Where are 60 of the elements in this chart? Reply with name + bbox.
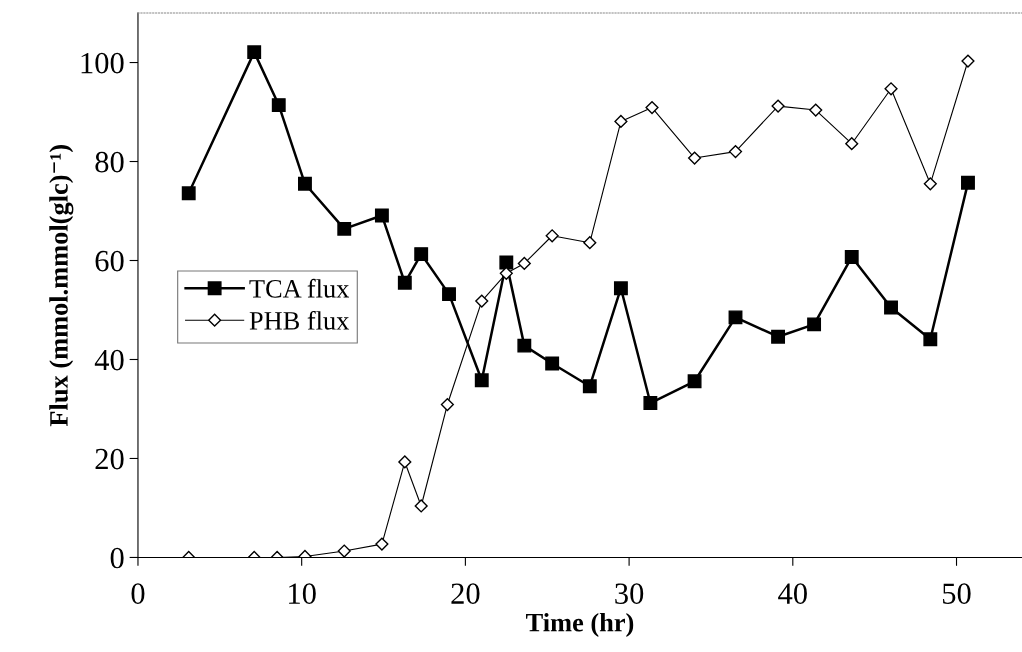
point — [181, 186, 196, 201]
x-tick-label: 50 — [943, 583, 971, 604]
point — [582, 379, 597, 394]
point — [517, 338, 532, 353]
point — [923, 177, 937, 191]
point — [271, 98, 286, 113]
y-tick-label: 100 — [81, 52, 124, 74]
point — [475, 294, 489, 308]
y-tick-label: 0 — [110, 547, 124, 569]
point — [643, 396, 658, 410]
point — [414, 247, 429, 262]
point — [884, 82, 898, 96]
point — [844, 250, 859, 264]
point — [474, 373, 489, 388]
point — [440, 397, 454, 412]
y-tick-label: 20 — [95, 448, 124, 470]
point — [728, 145, 743, 159]
point — [771, 329, 786, 344]
point — [375, 537, 389, 551]
point — [807, 317, 822, 332]
point — [687, 151, 702, 165]
point — [845, 137, 859, 151]
point — [771, 99, 785, 113]
point — [645, 100, 659, 115]
x-tick-label: 10 — [289, 583, 316, 604]
x-tick-label: 30 — [615, 583, 644, 604]
point — [614, 114, 628, 129]
x-axis-title: Time (hr) — [526, 612, 634, 637]
y-tick-label: 80 — [95, 151, 124, 173]
point — [728, 310, 743, 325]
legend-label: TCA flux — [249, 278, 350, 298]
point — [414, 499, 428, 513]
point — [545, 356, 560, 371]
point — [247, 45, 262, 60]
point — [545, 229, 559, 243]
x-tick-label: 20 — [451, 583, 480, 604]
point — [374, 208, 389, 223]
point — [397, 275, 412, 290]
point — [337, 544, 351, 558]
y-tick-label: 40 — [94, 349, 124, 371]
legend-label: PHB flux — [249, 310, 350, 330]
y-tick-label: 60 — [95, 250, 124, 272]
point — [337, 221, 352, 236]
point — [961, 175, 975, 190]
point — [687, 374, 702, 389]
point — [442, 287, 456, 302]
x-tick-label: 0 — [131, 583, 145, 604]
point — [884, 300, 898, 315]
point — [499, 255, 514, 270]
point — [613, 281, 628, 296]
point — [583, 236, 597, 250]
point — [398, 455, 412, 469]
point — [809, 103, 823, 117]
point — [517, 256, 531, 271]
point — [923, 332, 938, 347]
y-axis-title: Flux (mmol.mmol(glc)⁻¹) — [49, 145, 74, 427]
point — [298, 176, 312, 191]
x-tick-label: 40 — [778, 583, 807, 604]
point — [961, 54, 975, 68]
point — [499, 266, 513, 280]
